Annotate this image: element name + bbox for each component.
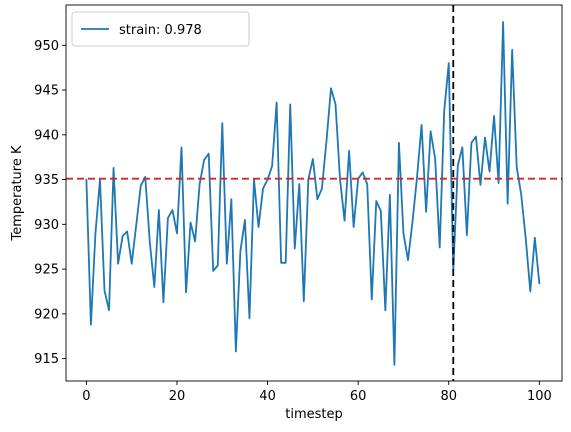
- x-tick-label: 40: [259, 389, 276, 404]
- legend-box: [71, 11, 250, 47]
- legend-label: strain: 0.978: [119, 23, 202, 38]
- y-axis: 915 920 925 930 935 940 945 950: [34, 39, 66, 367]
- plot-area: [66, 5, 562, 381]
- y-tick-label: 930: [34, 218, 59, 233]
- x-tick-label: 60: [350, 389, 367, 404]
- x-tick-label: 80: [440, 389, 457, 404]
- x-tick-label: 100: [527, 389, 552, 404]
- x-axis-label: timestep: [285, 407, 343, 422]
- y-tick-label: 950: [34, 39, 59, 54]
- y-axis-label: Temperature K: [10, 145, 25, 241]
- y-tick-label: 920: [34, 307, 59, 322]
- x-tick-label: 20: [169, 389, 186, 404]
- x-axis: 0 20 40 60 80 100: [82, 381, 552, 404]
- series-layer: [85, 21, 541, 366]
- y-tick-label: 945: [34, 84, 59, 99]
- plot-frame: [65, 4, 563, 382]
- y-tick-label: 935: [34, 173, 59, 188]
- y-tick-label: 940: [34, 128, 59, 143]
- x-tick-label: 0: [82, 389, 90, 404]
- y-tick-label: 925: [34, 263, 59, 278]
- legend: strain: 0.978: [71, 11, 250, 47]
- reference-lines: [66, 5, 562, 381]
- y-tick-label: 915: [34, 352, 59, 367]
- series-line: [85, 21, 541, 366]
